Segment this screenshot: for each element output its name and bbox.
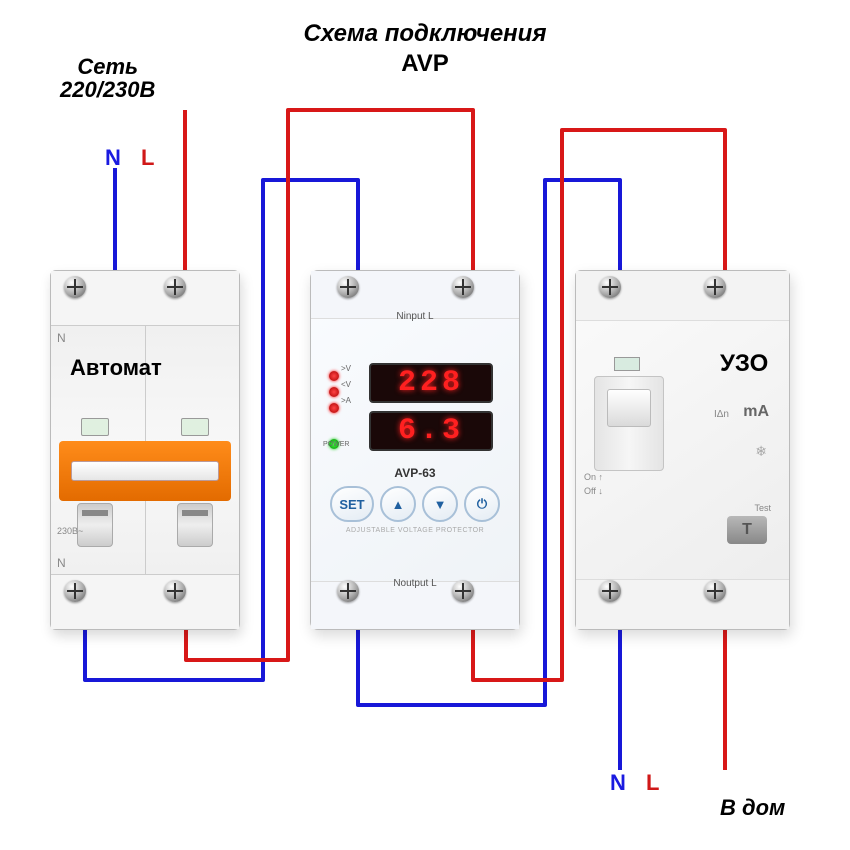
nl-label-output: N L <box>610 770 659 796</box>
breaker-mark-n-bot: N <box>57 556 66 570</box>
snowflake-icon: ❄ <box>755 443 767 460</box>
screw-terminal <box>337 580 359 602</box>
display-voltage-value: 228 <box>398 366 464 400</box>
screw-terminal <box>337 276 359 298</box>
mains-label: Сеть 220/230В <box>60 55 155 101</box>
rcd-onoff: On ↑ Off ↓ <box>584 471 603 498</box>
screw-terminal <box>599 276 621 298</box>
display-current-value: 6.3 <box>398 414 464 448</box>
avp-display-current: 6.3 <box>369 411 493 451</box>
avp-display-voltage: 228 <box>369 363 493 403</box>
screw-terminal <box>64 276 86 298</box>
led-lbl-3: POWER <box>323 441 349 448</box>
screw-terminal <box>164 276 186 298</box>
rcd-test-label: Test <box>754 503 771 513</box>
breaker-label: Автомат <box>70 355 162 381</box>
breaker-mark-230v: 230В~ <box>57 526 83 536</box>
l-label-out: L <box>646 770 659 795</box>
breaker-switch[interactable] <box>59 441 231 501</box>
avp-input-label: Ninput L <box>311 311 519 322</box>
led-over-v <box>329 371 339 381</box>
house-label: В дом <box>720 795 785 821</box>
rcd: mA IΔn On ↑ Off ↓ Test T ❄ <box>575 270 790 630</box>
breaker-lever-right[interactable] <box>177 503 213 547</box>
avp-buttons: SET ▲ ▼ ⏻ <box>311 486 519 522</box>
up-button[interactable]: ▲ <box>380 486 416 522</box>
circuit-breaker: N N 230В~ <box>50 270 240 630</box>
screw-terminal <box>64 580 86 602</box>
power-button[interactable]: ⏻ <box>464 486 500 522</box>
rcd-window <box>614 357 640 371</box>
screw-terminal <box>599 580 621 602</box>
breaker-window-left <box>81 418 109 436</box>
mains-line2: 220/230В <box>60 78 155 101</box>
avp-relay: Ninput L Noutput L >V <V >A POWER 228 6.… <box>310 270 520 630</box>
down-button[interactable]: ▼ <box>422 486 458 522</box>
led-lbl-1: <V <box>341 380 351 389</box>
screw-terminal <box>704 276 726 298</box>
led-under-v <box>329 387 339 397</box>
breaker-window-right <box>181 418 209 436</box>
rcd-label: УЗО <box>720 350 768 378</box>
screw-terminal <box>704 580 726 602</box>
breaker-mark-n-top: N <box>57 331 66 345</box>
test-button[interactable]: T <box>727 516 767 544</box>
led-over-a <box>329 403 339 413</box>
rcd-ma-label: mA <box>743 403 769 421</box>
diagram-title-1: Схема подключения <box>0 20 850 48</box>
avp-subtitle: ADJUSTABLE VOLTAGE PROTECTOR <box>311 527 519 534</box>
led-lbl-0: >V <box>341 364 351 373</box>
n-label-out: N <box>610 770 626 795</box>
rcd-idn-label: IΔn <box>714 409 729 420</box>
rcd-off: Off ↓ <box>584 485 603 499</box>
avp-model: AVP-63 <box>311 466 519 480</box>
l-label: L <box>141 145 154 170</box>
rcd-on: On ↑ <box>584 471 603 485</box>
mains-line1: Сеть <box>60 55 155 78</box>
led-lbl-2: >A <box>341 396 351 405</box>
rcd-switch[interactable] <box>594 376 664 471</box>
set-button[interactable]: SET <box>330 486 374 522</box>
screw-terminal <box>452 580 474 602</box>
screw-terminal <box>164 580 186 602</box>
nl-label-input: N L <box>105 145 154 171</box>
breaker-lever-left[interactable] <box>77 503 113 547</box>
screw-terminal <box>452 276 474 298</box>
n-label: N <box>105 145 121 170</box>
